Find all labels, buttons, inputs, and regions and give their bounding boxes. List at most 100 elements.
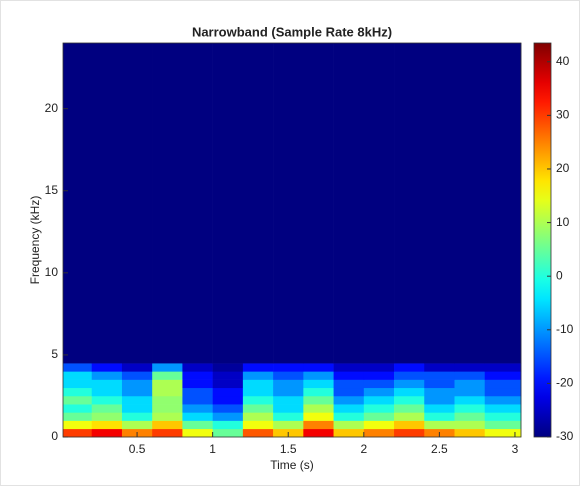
- heat-cell: [394, 420, 425, 430]
- heat-cell: [424, 395, 455, 405]
- colorbar-tick-label: 10: [556, 215, 570, 229]
- heat-cell: [242, 43, 274, 364]
- heat-cell: [152, 371, 183, 380]
- heat-cell: [63, 43, 93, 364]
- heat-cell: [91, 43, 123, 364]
- heat-cell: [63, 404, 93, 413]
- heat-cell: [63, 379, 93, 389]
- heat-cell: [91, 428, 123, 438]
- heat-cell: [63, 420, 93, 430]
- heat-cell: [121, 363, 153, 372]
- heat-cell: [454, 428, 486, 438]
- heat-cell: [394, 428, 425, 438]
- heat-cell: [333, 387, 365, 397]
- heat-cell: [363, 387, 395, 397]
- heat-cell: [484, 363, 522, 372]
- heat-cell: [91, 387, 123, 397]
- heat-cell: [333, 379, 365, 389]
- heat-cell: [121, 404, 153, 413]
- heat-cell: [394, 371, 425, 380]
- heat-cell: [152, 363, 183, 372]
- x-tick-label: 1: [209, 442, 216, 456]
- heat-cell: [424, 404, 455, 413]
- heat-cell: [484, 387, 522, 397]
- heat-cell: [91, 420, 123, 430]
- heat-cell: [424, 412, 455, 421]
- heat-cell: [303, 412, 334, 421]
- heat-cell: [121, 412, 153, 421]
- colorbar-tick-label: -30: [556, 429, 574, 443]
- heat-cell: [182, 379, 213, 389]
- heat-cell: [333, 412, 365, 421]
- heat-cell: [363, 395, 395, 405]
- x-tick-label: 3: [512, 442, 519, 456]
- heat-cell: [303, 428, 334, 438]
- heat-cell: [152, 387, 183, 397]
- x-axis-label: Time (s): [270, 458, 314, 472]
- y-axis-label: Frequency (kHz): [28, 196, 42, 285]
- heat-cell: [242, 395, 274, 405]
- heat-cell: [363, 428, 395, 438]
- heat-cell: [273, 412, 304, 421]
- heat-cell: [484, 371, 522, 380]
- heat-cell: [273, 395, 304, 405]
- heat-cell: [212, 404, 244, 413]
- y-tick-label: 0: [51, 429, 58, 443]
- heat-cell: [484, 404, 522, 413]
- heat-cell: [394, 43, 425, 364]
- heat-cell: [63, 395, 93, 405]
- heat-cell: [152, 428, 183, 438]
- heat-cell: [394, 379, 425, 389]
- heat-cell: [303, 387, 334, 397]
- colorbar-tick-label: -20: [556, 376, 574, 390]
- heat-cell: [63, 363, 93, 372]
- heat-cell: [182, 371, 213, 380]
- heat-cell: [273, 371, 304, 380]
- x-tick-label: 2.5: [431, 442, 448, 456]
- heat-cell: [63, 371, 93, 380]
- heat-cell: [242, 363, 274, 372]
- heat-cell: [242, 412, 274, 421]
- heat-cell: [303, 379, 334, 389]
- y-tick-label: 15: [45, 183, 59, 197]
- heat-cell: [182, 428, 213, 438]
- heat-cell: [363, 420, 395, 430]
- heat-cell: [363, 412, 395, 421]
- heat-cell: [273, 379, 304, 389]
- heat-cell: [121, 43, 153, 364]
- heat-cell: [394, 412, 425, 421]
- heat-cell: [484, 420, 522, 430]
- heat-cell: [152, 379, 183, 389]
- heat-cell: [363, 404, 395, 413]
- heat-cell: [273, 387, 304, 397]
- heat-cell: [394, 395, 425, 405]
- heat-cell: [333, 43, 365, 364]
- heat-cell: [121, 379, 153, 389]
- heat-cell: [121, 395, 153, 405]
- heat-cell: [242, 420, 274, 430]
- heat-cell: [454, 395, 486, 405]
- heat-cell: [454, 420, 486, 430]
- heat-cell: [363, 379, 395, 389]
- heat-cell: [182, 387, 213, 397]
- heat-cell: [63, 387, 93, 397]
- heat-cell: [303, 395, 334, 405]
- heat-cell: [152, 404, 183, 413]
- heat-cell: [333, 404, 365, 413]
- y-tick-label: 5: [51, 347, 58, 361]
- heat-cell: [212, 363, 244, 372]
- heat-cell: [273, 43, 304, 364]
- y-tick-label: 20: [45, 101, 59, 115]
- heat-cell: [182, 412, 213, 421]
- heat-cell: [182, 363, 213, 372]
- heat-cell: [63, 428, 93, 438]
- heat-cell: [303, 363, 334, 372]
- x-tick-label: 0.5: [129, 442, 146, 456]
- y-tick-label: 10: [45, 265, 59, 279]
- heat-cell: [273, 363, 304, 372]
- heat-cell: [212, 395, 244, 405]
- heat-cell: [152, 420, 183, 430]
- heat-cell: [454, 412, 486, 421]
- x-tick-label: 1.5: [280, 442, 297, 456]
